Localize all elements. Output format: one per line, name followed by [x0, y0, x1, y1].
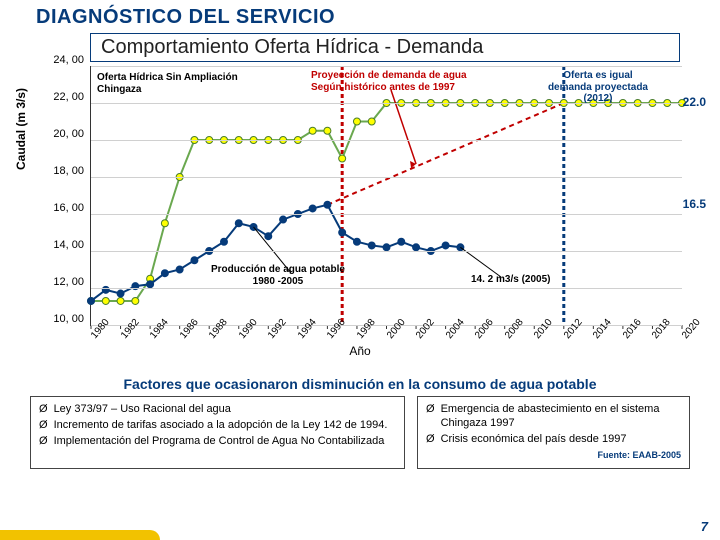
source-text: Fuente: EAAB-2005	[426, 450, 681, 461]
plot-area: Oferta Hídrica Sin Ampliación Chingaza P…	[90, 66, 682, 326]
list-item: ØCrisis económica del país desde 1997	[426, 433, 681, 447]
ytick: 14, 00	[50, 239, 84, 251]
page-number: 7	[701, 519, 708, 534]
ann-oferta-igual: Oferta es igual demanda proyectada (2012…	[548, 70, 648, 105]
page-title: DIAGNÓSTICO DEL SERVICIO	[36, 6, 720, 29]
slide: DIAGNÓSTICO DEL SERVICIO Comportamiento …	[0, 0, 720, 540]
list-item: ØLey 373/97 – Uso Racional del agua	[39, 403, 396, 417]
list-item: ØEmergencia de abastecimiento en el sist…	[426, 403, 681, 431]
side-value-22: 22.0	[683, 95, 706, 109]
ytick: 16, 00	[50, 202, 84, 214]
subtitle: Comportamiento Oferta Hídrica - Demanda	[90, 33, 680, 62]
factors-title: Factores que ocasionaron disminución en …	[0, 376, 720, 392]
ann-proyeccion: Proyección de demanda de agua Según hist…	[311, 70, 467, 93]
list-item: ØIncremento de tarifas asociado a la ado…	[39, 419, 396, 433]
x-axis-label: Año	[349, 344, 370, 358]
ytick: 12, 00	[50, 276, 84, 288]
xtick: 2020	[680, 317, 703, 341]
ann-produccion: Producción de agua potable 1980 -2005	[211, 264, 345, 287]
ytick: 24, 00	[50, 54, 84, 66]
y-axis-label: Caudal (m 3/s)	[14, 88, 28, 170]
factors-left-box: ØLey 373/97 – Uso Racional del agua ØIncr…	[30, 396, 405, 469]
ytick: 18, 00	[50, 165, 84, 177]
factors-row: ØLey 373/97 – Uso Racional del agua ØIncr…	[30, 396, 690, 469]
ytick: 22, 00	[50, 91, 84, 103]
list-item: ØImplementación del Programa de Control …	[39, 435, 396, 449]
side-value-16: 16.5	[683, 197, 706, 211]
ann-oferta: Oferta Hídrica Sin Ampliación Chingaza	[97, 72, 247, 95]
ann-2005: 14. 2 m3/s (2005)	[471, 274, 551, 286]
factors-right-box: ØEmergencia de abastecimiento en el sist…	[417, 396, 690, 469]
ytick: 20, 00	[50, 128, 84, 140]
ytick: 10, 00	[50, 313, 84, 325]
footer-accent	[0, 530, 160, 540]
chart-svg	[91, 66, 682, 325]
chart: Caudal (m 3/s) Oferta Hídrica Sin Amplia…	[20, 66, 700, 356]
